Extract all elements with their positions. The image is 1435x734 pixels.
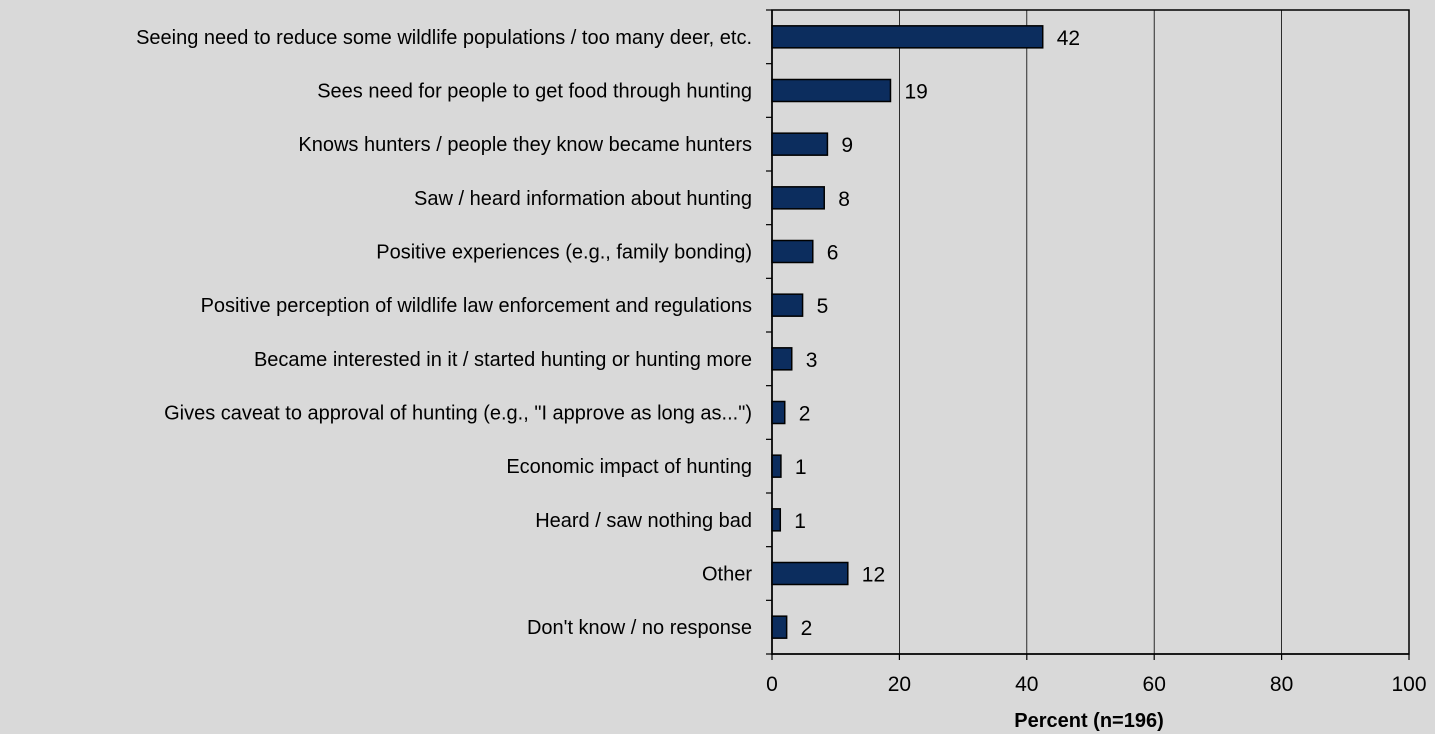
category-label: Saw / heard information about hunting	[414, 188, 752, 210]
value-label: 9	[841, 134, 853, 157]
x-tick-label: 20	[888, 673, 911, 696]
bar	[771, 615, 788, 639]
category-label: Gives caveat to approval of hunting (e.g…	[164, 403, 752, 425]
value-label: 12	[862, 564, 885, 587]
value-label: 8	[838, 188, 850, 211]
plot-area	[771, 9, 1410, 655]
x-tick-label: 40	[1015, 673, 1038, 696]
bar	[771, 561, 849, 586]
bar	[771, 239, 814, 264]
axes	[766, 9, 1410, 660]
bars	[771, 25, 1044, 639]
category-label: Became interested in it / started huntin…	[254, 349, 752, 371]
value-label: 1	[795, 456, 807, 479]
category-labels: Seeing need to reduce some wildlife popu…	[136, 27, 752, 639]
value-labels: 42 19 9 8 6 5 3 2 1 1 12 2	[794, 27, 1080, 640]
bar	[771, 454, 782, 478]
category-label: Knows hunters / people they know became …	[298, 134, 752, 156]
bar	[771, 186, 825, 210]
value-label: 1	[794, 510, 806, 533]
category-label: Heard / saw nothing bad	[535, 510, 752, 532]
category-label: Other	[702, 564, 752, 586]
category-label: Seeing need to reduce some wildlife popu…	[136, 27, 752, 49]
x-tick-label: 80	[1270, 673, 1293, 696]
category-label: Sees need for people to get food through…	[317, 81, 752, 103]
x-tick-label: 100	[1391, 673, 1426, 696]
category-label: Positive perception of wildlife law enfo…	[201, 295, 752, 317]
value-label: 2	[799, 403, 811, 426]
bar	[771, 132, 829, 156]
bar	[771, 293, 804, 317]
gridlines	[899, 10, 1282, 654]
category-label: Economic impact of hunting	[506, 456, 752, 478]
bar	[771, 508, 782, 532]
x-tick-labels: 0 20 40 60 80 100	[766, 673, 1426, 696]
bar	[771, 78, 892, 103]
category-label: Don't know / no response	[527, 617, 752, 639]
value-label: 2	[801, 617, 813, 640]
bar	[771, 400, 786, 425]
x-tick-label: 60	[1143, 673, 1166, 696]
value-label: 6	[827, 242, 839, 265]
category-label: Positive experiences (e.g., family bondi…	[376, 242, 752, 264]
bar	[771, 347, 793, 371]
value-label: 19	[904, 81, 927, 104]
bar	[771, 25, 1044, 49]
value-label: 5	[817, 295, 829, 318]
x-tick-label: 0	[766, 673, 778, 696]
plot-frame	[771, 9, 1410, 655]
value-label: 42	[1057, 27, 1080, 50]
value-label: 3	[806, 349, 818, 372]
x-axis-title: Percent (n=196)	[1014, 710, 1164, 732]
